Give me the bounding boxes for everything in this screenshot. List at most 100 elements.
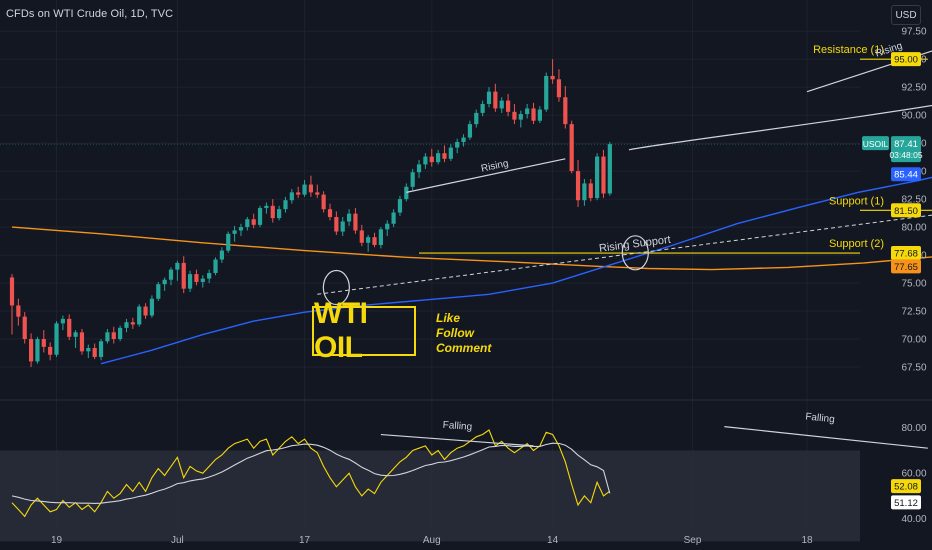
candle-body [467, 124, 473, 138]
candle [486, 87, 492, 108]
ma-orange-tag-bg [891, 259, 921, 274]
candle [251, 213, 256, 229]
osc-tag-white: 51.12 [891, 495, 921, 510]
cta-comment: Comment [436, 341, 492, 355]
candle-body [563, 97, 568, 125]
candle-body [429, 156, 434, 163]
candle [544, 72, 549, 112]
candle-body [219, 250, 224, 260]
cta-like: Like [436, 311, 461, 325]
candle [219, 247, 224, 263]
candle-body [16, 305, 21, 317]
osc-y-tick-label: 60.00 [901, 469, 926, 480]
candle-body [187, 274, 193, 289]
candle-body [537, 109, 542, 121]
x-tick-label: 18 [801, 535, 813, 546]
candle [518, 110, 523, 128]
candle-body [385, 223, 390, 230]
currency-button[interactable]: USD [891, 5, 921, 25]
candle-body [238, 227, 244, 231]
candle [207, 269, 212, 284]
candle [575, 159, 581, 207]
candle [378, 227, 383, 249]
candle [455, 138, 460, 154]
candle [79, 328, 85, 355]
candle [416, 159, 422, 178]
candle-body [607, 144, 612, 194]
candle-body [245, 219, 250, 228]
candle [410, 168, 415, 191]
candle-body [582, 183, 587, 201]
candle-body [302, 184, 307, 195]
candle-body [130, 322, 135, 325]
y-tick-label: 90.00 [901, 111, 926, 122]
annotation-label-0: Rising [480, 158, 509, 174]
time-axis: 19Jul17Aug14Sep18Oct16Nov13Dec [51, 535, 813, 546]
candle-body [334, 217, 339, 232]
ref-tag-2-bg [891, 246, 921, 261]
x-tick-label: 17 [299, 535, 311, 546]
candle [607, 142, 612, 196]
brand-logo-text: WTI OIL [314, 297, 368, 364]
candle [474, 109, 479, 128]
candle-body [277, 209, 282, 219]
ref-tag-0: 95.00 [891, 52, 921, 67]
ref-tag-2-text: 77.68 [894, 249, 918, 260]
candle [346, 209, 352, 226]
candle [302, 180, 307, 197]
candle-body [264, 205, 269, 209]
candle-body [149, 298, 155, 316]
candle [531, 102, 536, 125]
cta-follow: Follow [436, 326, 474, 340]
candle-body [531, 108, 536, 121]
candle [200, 275, 205, 288]
candle-body [391, 212, 396, 224]
candle-body [60, 318, 65, 324]
candle-body [143, 306, 148, 316]
ref-tag-1: 81.50 [891, 203, 921, 218]
candle-body [346, 213, 352, 222]
oscillator-series-0 [11, 429, 611, 518]
projection-arrow-up [628, 104, 932, 151]
candle [493, 83, 498, 112]
annotation-line-1 [806, 50, 932, 93]
circled-low-0 [322, 269, 350, 306]
candle [86, 344, 91, 359]
candle [429, 148, 434, 167]
candle-body [137, 306, 142, 325]
candle [334, 211, 339, 235]
candle [181, 256, 186, 294]
last-price-bg [891, 136, 921, 163]
candle-body [601, 156, 606, 194]
osc-tag-yellow-bg [891, 479, 921, 494]
candle [270, 199, 275, 223]
osc-annotation-line-1 [724, 425, 928, 449]
candle-body [213, 259, 218, 273]
candle-body [569, 124, 574, 172]
candle [264, 202, 269, 214]
price-scale: 97.5095.0092.5090.0087.5085.0082.5080.00… [862, 27, 927, 525]
candle [556, 69, 562, 102]
candle-body [118, 327, 123, 340]
candle-body [111, 332, 116, 340]
candle-body [92, 347, 97, 357]
candle [296, 186, 301, 198]
x-tick-label: 19 [51, 535, 63, 546]
candle-body [270, 205, 275, 219]
candle [111, 326, 116, 344]
ref-tag-0-text: 95.00 [894, 55, 918, 66]
candle-body [550, 75, 555, 80]
candle-body [359, 230, 364, 243]
osc-tag-yellow-text: 52.08 [894, 482, 918, 493]
candle-body [525, 108, 530, 115]
candle [257, 205, 263, 228]
candle-body [156, 284, 161, 299]
candle-body [315, 192, 320, 195]
candle [35, 336, 40, 364]
candle [245, 217, 250, 231]
candle [175, 260, 180, 281]
candle [480, 100, 485, 117]
candle [353, 208, 358, 234]
